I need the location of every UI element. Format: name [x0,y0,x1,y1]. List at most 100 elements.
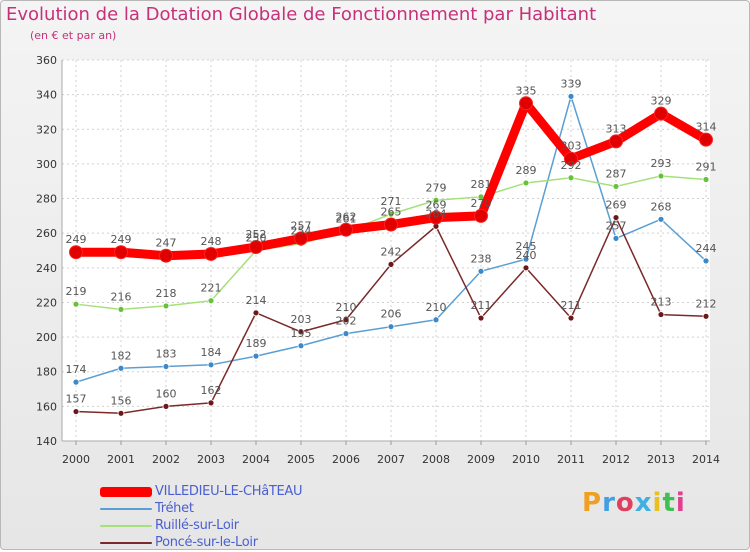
data-label: 292 [561,159,582,172]
data-point [117,305,125,313]
x-tick-label: 2002 [152,453,180,466]
data-label: 248 [201,235,222,248]
y-tick-label: 340 [36,89,57,102]
data-point [297,342,305,350]
data-point [297,328,305,336]
y-tick-label: 360 [36,54,57,67]
data-point [72,378,80,386]
x-tick-label: 2012 [602,453,630,466]
x-tick-label: 2009 [467,453,495,466]
logo-letter: x [634,488,653,518]
data-point [249,240,263,255]
data-point [657,172,665,180]
data-label: 184 [201,346,222,359]
data-point [432,316,440,324]
data-point [654,106,668,121]
data-label: 269 [606,199,627,212]
data-label: 238 [471,252,492,265]
x-tick-label: 2005 [287,453,315,466]
data-point [387,210,395,218]
data-point [69,245,83,260]
logo-letter: t [662,488,676,518]
data-point [204,246,218,261]
data-label: 240 [516,249,537,262]
data-point [609,134,623,149]
data-point [522,179,530,187]
x-tick-label: 2008 [422,453,450,466]
data-label: 339 [561,77,582,90]
data-label: 254 [291,225,312,238]
data-label: 257 [606,219,627,232]
data-point [252,352,260,360]
data-label: 160 [156,387,177,400]
x-tick-label: 2010 [512,453,540,466]
legend-label: Poncé-sur-le-Loir [155,535,258,550]
data-label: 314 [696,121,717,134]
legend-swatch [100,542,152,544]
x-tick-label: 2007 [377,453,405,466]
data-label: 195 [291,327,312,340]
data-label: 250 [246,232,267,245]
data-point [432,196,440,204]
chart-subtitle: (en € et par an) [30,29,117,42]
data-point [162,302,170,310]
legend-label: Ruillé-sur-Loir [155,518,239,533]
data-point [162,363,170,370]
y-tick-label: 320 [36,123,57,136]
data-label: 281 [471,178,492,191]
y-tick-label: 160 [36,400,57,413]
data-point [567,92,575,100]
data-point [477,314,485,322]
data-label: 247 [156,237,177,250]
data-label: 213 [651,296,672,309]
data-point [339,222,353,237]
y-tick-label: 140 [36,435,57,448]
data-label: 210 [426,301,447,314]
data-label: 244 [696,242,717,255]
data-point [612,183,620,190]
logo-letter: o [615,488,635,518]
data-label: 189 [246,337,267,350]
data-label: 264 [426,207,447,220]
data-label: 242 [381,245,402,258]
proxiti-logo: Proxiti [582,488,686,518]
data-label: 279 [426,181,447,194]
x-tick-label: 2003 [197,453,225,466]
data-point [564,151,578,166]
data-point [699,132,713,147]
data-label: 210 [336,301,357,314]
x-tick-label: 2013 [647,453,675,466]
data-point [387,260,395,268]
data-point [612,214,620,221]
data-point [342,316,350,324]
data-label: 335 [516,84,537,97]
data-label: 313 [606,122,627,135]
legend-label: VILLEDIEU-LE-CHâTEAU [155,484,303,499]
data-label: 156 [111,394,132,407]
data-label: 262 [336,211,357,224]
data-point [567,174,575,182]
legend-swatch [100,487,152,497]
data-label: 221 [201,282,222,295]
data-label: 245 [516,240,537,253]
data-point [294,231,308,246]
legend-swatch [100,508,152,510]
data-label: 268 [651,200,672,213]
data-label: 216 [111,290,132,303]
data-point [522,264,530,272]
y-tick-label: 180 [36,366,57,379]
x-tick-label: 2000 [62,453,90,466]
x-tick-label: 2006 [332,453,360,466]
data-label: 202 [336,315,357,328]
y-tick-label: 300 [36,158,57,171]
y-tick-label: 200 [36,331,57,344]
y-tick-label: 240 [36,262,57,275]
data-label: 289 [516,164,537,177]
logo-letter: i [652,488,663,518]
data-point [114,245,128,260]
data-label: 212 [696,297,717,310]
data-label: 211 [471,299,492,312]
data-label: 162 [201,384,222,397]
data-point [342,330,350,338]
data-label: 219 [66,285,87,298]
